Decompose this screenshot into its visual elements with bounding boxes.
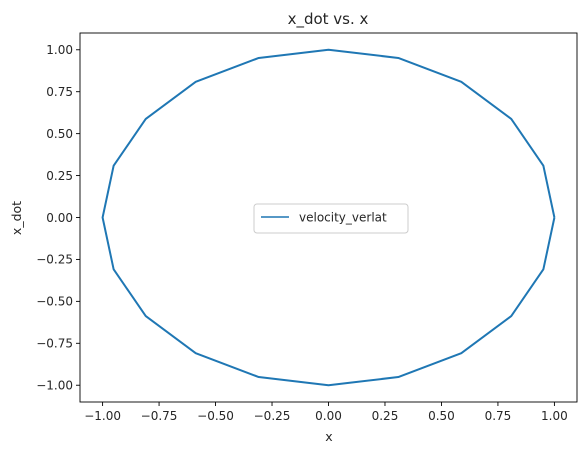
x-tick-label: −1.00 xyxy=(84,409,121,423)
y-tick-label: 0.75 xyxy=(46,85,73,99)
x-tick-label: 0.50 xyxy=(428,409,455,423)
x-axis-label: x xyxy=(325,429,332,444)
x-axis-ticks: −1.00 −0.75 −0.50 −0.25 0.00 0.25 0.50 0.75 1.00 xyxy=(84,402,568,423)
x-tick-label: −0.25 xyxy=(254,409,291,423)
series-line-0 xyxy=(101,48,556,387)
y-tick-label: 0.25 xyxy=(46,169,73,183)
x-tick-label: −0.50 xyxy=(197,409,234,423)
y-tick-label: −0.75 xyxy=(36,337,73,351)
x-tick-label: 0.25 xyxy=(372,409,399,423)
y-tick-label: 1.00 xyxy=(46,43,73,57)
x-tick-label: 1.00 xyxy=(541,409,568,423)
legend-label: velocity_verlat xyxy=(299,211,387,225)
chart-title: x_dot vs. x xyxy=(288,10,369,29)
x-tick-label: 0.75 xyxy=(485,409,512,423)
plot-area: −1.00 −0.75 −0.50 −0.25 0.00 0.25 0.50 0.75 1.00… xyxy=(36,32,578,423)
y-tick-label: −1.00 xyxy=(36,379,73,393)
x-tick-label: −0.75 xyxy=(141,409,178,423)
legend-box xyxy=(253,203,409,234)
y-axis-label: x_dot xyxy=(9,201,24,235)
curve-layer xyxy=(101,48,556,387)
y-tick-label: −0.25 xyxy=(36,253,73,267)
x-tick-label: 0.00 xyxy=(315,409,342,423)
y-axis-ticks: −1.00 −0.75 −0.50 −0.25 0.00 0.25 0.50 0.75 1.00 xyxy=(36,43,80,393)
y-tick-label: 0.00 xyxy=(46,211,73,225)
legend: velocity_verlat xyxy=(253,203,409,234)
y-tick-label: −0.50 xyxy=(36,295,73,309)
y-tick-label: 0.50 xyxy=(46,127,73,141)
